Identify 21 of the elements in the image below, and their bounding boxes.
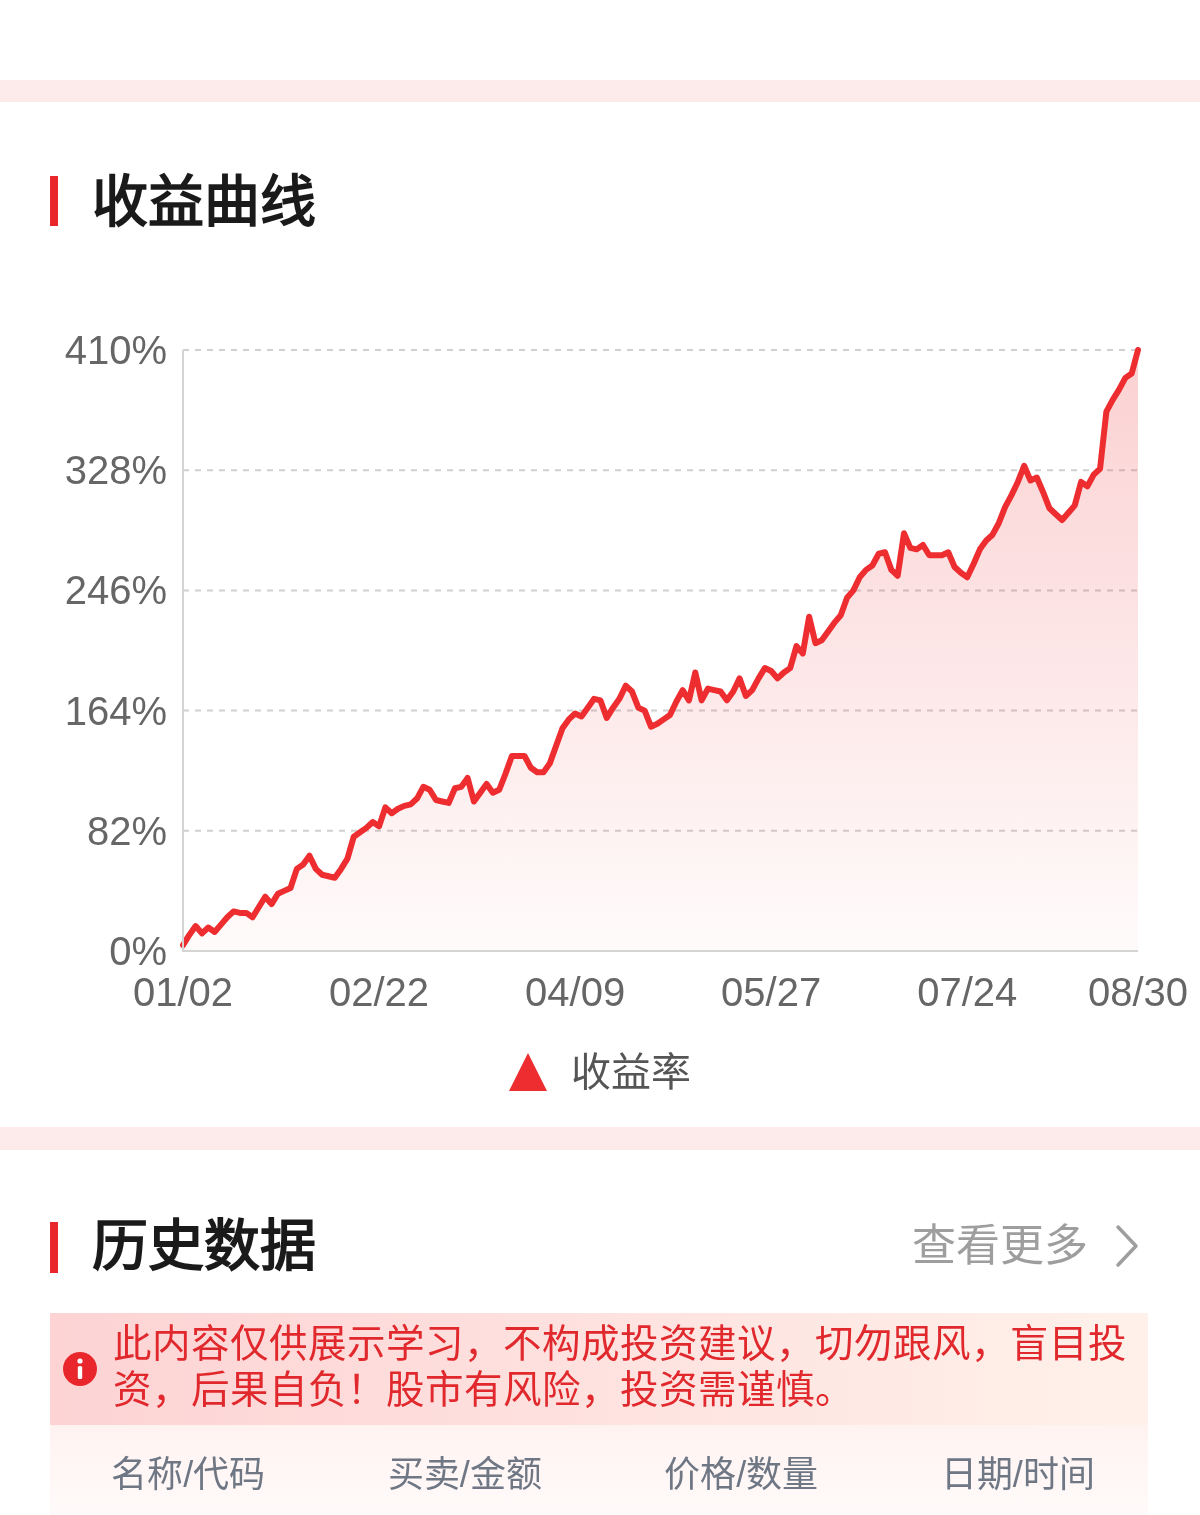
- y-tick-label: 164%: [64, 688, 167, 733]
- text: 名称/代码: [110, 1453, 267, 1497]
- x-tick-label: 01/02: [132, 970, 234, 1014]
- y-tick-label: 246%: [64, 568, 167, 613]
- y-tick-label: 0%: [109, 929, 167, 973]
- x-tick-label: 08/30: [1087, 970, 1189, 1014]
- text: 查看更多: [912, 1220, 1088, 1272]
- x-tick-label: 04/09: [525, 970, 626, 1014]
- y-tick-label: 410%: [64, 328, 167, 372]
- text: 日期/时间: [939, 1453, 1096, 1497]
- y-tick-label: 82%: [86, 808, 167, 853]
- text: 此内容仅供展示学习，不构成投资建议，切勿跟风，盲目投资，后果自负！股市有风险，投资需谨慎。: [113, 1321, 1128, 1413]
- x-tick-label: 05/27: [721, 970, 822, 1014]
- text: 价格/数量: [663, 1453, 820, 1497]
- x-tick-label: 07/24: [917, 970, 1018, 1014]
- chart-title: 收益曲线: [92, 169, 316, 233]
- legend-label: 收益率: [571, 1050, 691, 1094]
- x-tick-label: 02/22: [329, 970, 430, 1014]
- text: 买卖/金额: [386, 1453, 543, 1497]
- y-tick-label: 328%: [64, 448, 167, 493]
- text: 历史数据: [92, 1214, 316, 1278]
